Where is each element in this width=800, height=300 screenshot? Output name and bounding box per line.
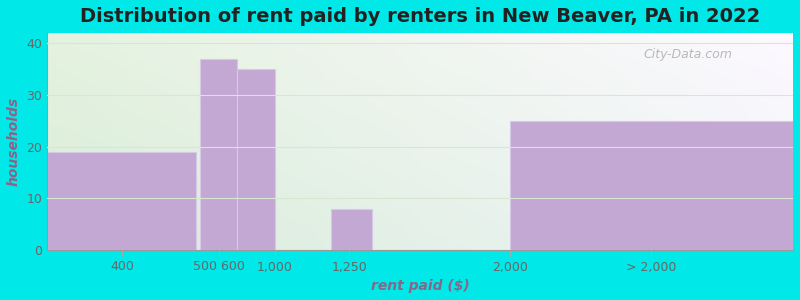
Y-axis label: households: households xyxy=(7,97,21,186)
Title: Distribution of rent paid by renters in New Beaver, PA in 2022: Distribution of rent paid by renters in … xyxy=(80,7,760,26)
Bar xyxy=(200,59,238,250)
Bar xyxy=(330,209,372,250)
Bar xyxy=(510,121,793,250)
Text: City-Data.com: City-Data.com xyxy=(644,48,733,61)
Bar xyxy=(47,152,197,250)
X-axis label: rent paid ($): rent paid ($) xyxy=(370,279,470,293)
Bar xyxy=(238,69,274,250)
